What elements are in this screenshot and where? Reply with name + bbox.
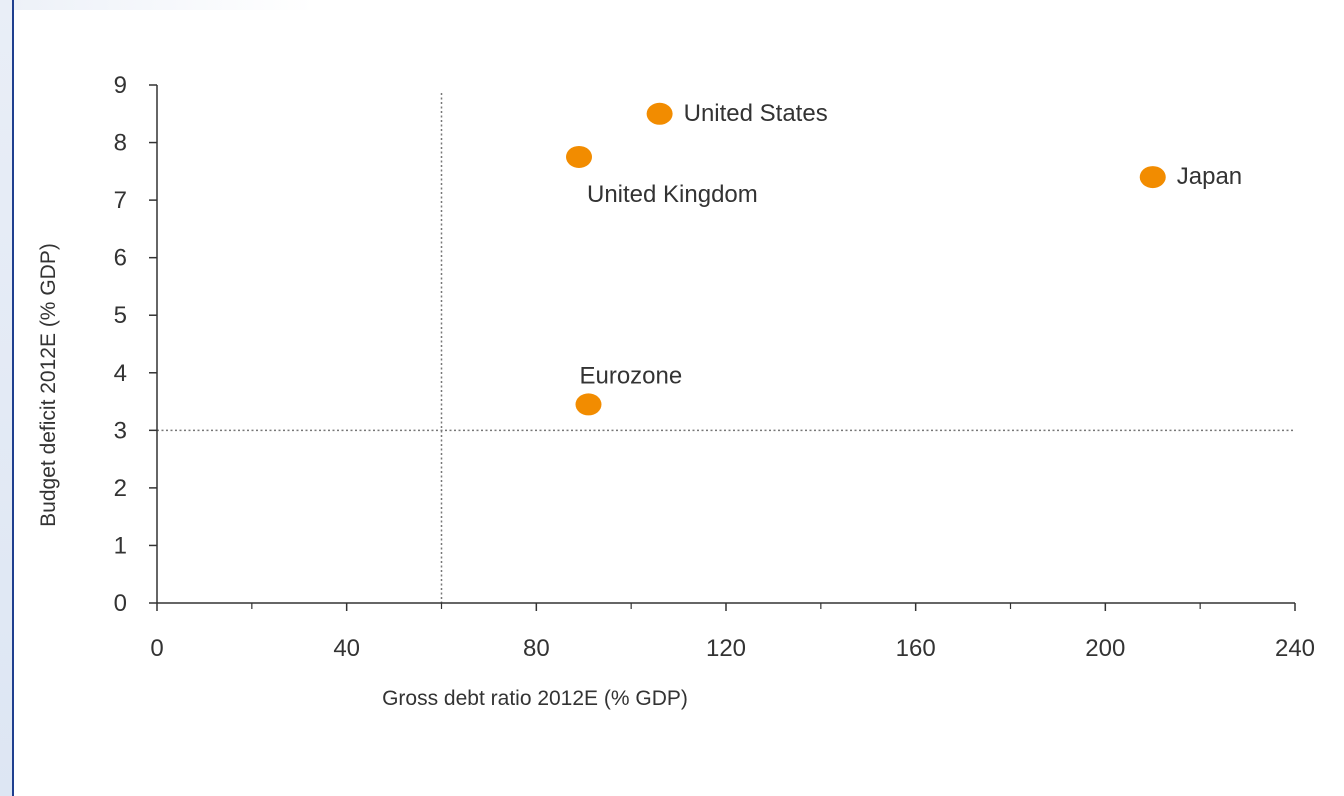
x-tick-label: 240 — [1275, 635, 1315, 662]
point-united-states — [646, 102, 673, 125]
point-eurozone — [575, 393, 602, 416]
x-tick-label: 120 — [706, 635, 746, 662]
y-tick-label: 3 — [114, 417, 127, 444]
x-tick-label: 0 — [150, 635, 163, 662]
reference-lines — [157, 93, 1295, 603]
point-japan — [1139, 166, 1166, 189]
y-axis-ticks: 0 1 2 3 4 5 6 7 8 9 — [114, 72, 157, 617]
x-axis-ticks: 0 40 80 120 160 200 240 — [150, 603, 1315, 662]
y-tick-label: 6 — [114, 245, 127, 272]
top-decorative-shade — [14, 0, 314, 10]
x-tick-label: 40 — [333, 635, 360, 662]
y-tick-label: 7 — [114, 187, 127, 214]
x-tick-label: 200 — [1085, 635, 1125, 662]
point-united-kingdom — [566, 145, 593, 168]
y-tick-label: 9 — [114, 72, 127, 99]
y-tick-label: 2 — [114, 475, 127, 502]
x-tick-label: 80 — [523, 635, 550, 662]
axes: 0 40 80 120 160 200 240 0 1 2 3 4 5 6 7 8 9 — [114, 72, 1315, 662]
y-tick-label: 5 — [114, 302, 127, 329]
data-points: United States United Kingdom Japan Eurozone — [566, 100, 1242, 416]
x-tick-label: 160 — [896, 635, 936, 662]
y-tick-label: 0 — [114, 590, 127, 617]
y-tick-label: 8 — [114, 130, 127, 157]
point-label-united-states: United States — [684, 100, 828, 127]
left-decorative-strip — [0, 0, 12, 796]
left-border-rule — [12, 0, 14, 796]
point-label-united-kingdom: United Kingdom — [587, 181, 758, 208]
y-tick-label: 1 — [114, 532, 127, 559]
y-axis-title: Budget deficit 2012E (% GDP) — [37, 243, 60, 527]
y-tick-label: 4 — [114, 360, 127, 387]
x-axis-title: Gross debt ratio 2012E (% GDP) — [382, 687, 688, 710]
point-label-eurozone: Eurozone — [579, 362, 682, 389]
point-label-japan: Japan — [1177, 163, 1242, 190]
